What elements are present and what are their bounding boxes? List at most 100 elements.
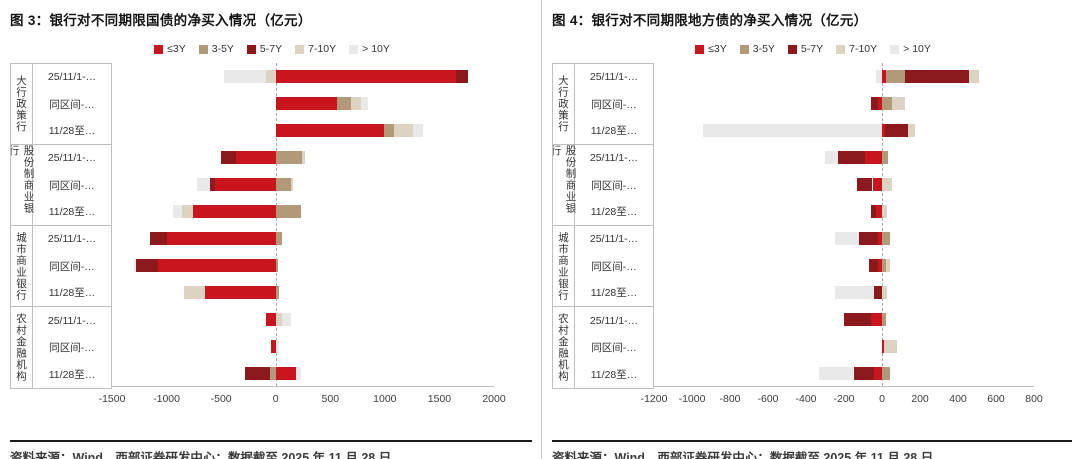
plot-area [112,63,494,387]
legend-swatch-icon [295,44,305,54]
x-tick-label: 500 [321,393,340,405]
group-block: 城市商业银行 25/11/1-… 同区间-… 11/28至… [553,226,653,307]
x-tick-label: -1200 [640,393,668,405]
legend-swatch-icon [787,44,797,54]
legend-label: ≤3Y [167,43,186,55]
legend-label: 5-7Y [259,43,283,55]
x-tick-label: -200 [833,393,855,405]
zero-baseline [275,63,277,386]
bar-segment [275,70,456,83]
bar-segment [133,259,136,272]
row-labels: 25/11/1-… 同区间-… 11/28至… [33,145,111,225]
bar-segment [882,205,887,218]
bar-segment [270,367,276,380]
group-block: 大行政策行 25/11/1-… 同区间-… 11/28至… [11,64,111,145]
legend-label: 3-5Y [752,43,775,55]
legend-item: > 10Y [890,43,931,55]
bar-segment [859,232,879,245]
bar-segment [878,259,882,272]
row-label: 25/11/1-… [589,152,639,165]
bar-segment [872,178,882,191]
group-block: 农村金融机构 25/11/1-… 同区间-… 11/28至… [11,307,111,388]
figure3-legend: ≤3Y 3-5Y 5-7Y 7-10Y > 10Y [10,42,534,56]
figure3-chart-body: 大行政策行 25/11/1-… 同区间-… 11/28至… 股份制商业银行 25/11/1… [10,63,534,389]
legend-swatch-icon [739,44,749,54]
bar-segment [221,151,237,164]
bar-segment [853,367,875,380]
row-label: 11/28至… [48,206,96,219]
bar-segment [870,205,877,218]
row-label: 11/28至… [48,287,96,300]
row-label: 25/11/1-… [47,71,97,84]
bar-segment [301,151,306,164]
bar-segment [271,340,276,353]
row-label: 同区间-… [591,342,637,354]
x-tick-label: 200 [911,393,929,405]
bar-segment [844,313,871,326]
bar-segment [290,178,294,191]
bar-segment [275,151,302,164]
bar-segment [166,232,276,245]
row-labels: 25/11/1-… 同区间-… 11/28至… [33,226,111,306]
bar-segment [882,124,885,137]
bar-segment [265,70,276,83]
bar-segment [275,313,283,326]
bar-segment [703,124,882,137]
source-note: 资料来源：Wind，西部证券研发中心；数据截至 2025 年 11 月 28 日 [552,451,934,459]
legend-label: 7-10Y [849,43,878,55]
bar-segment [210,178,215,191]
x-tick-label: 0 [272,393,279,405]
x-axis: -1200 -1000 -800 -600 -400 -200 0 200 400 600 800 [641,393,1043,409]
bar-segment [882,313,886,326]
bar-segment [197,178,211,191]
row-labels: 25/11/1-… 同区间-… 11/28至… [33,307,111,388]
row-labels: 25/11/1-… 同区间-… 11/28至… [575,64,653,144]
x-tick-label: 1500 [427,393,452,405]
bar-segment [882,232,890,245]
x-tick-label: 1000 [373,393,397,405]
legend-swatch-icon [836,44,846,54]
bar-segment [819,367,854,380]
legend-item: 7-10Y [836,43,877,55]
bar-segment [275,97,337,110]
bar-segment [874,367,882,380]
row-label: 同区间-… [49,98,95,111]
legend-item: ≤3Y [695,43,727,55]
bar-segment [878,232,882,245]
group-label: 大行政策行 [11,64,33,144]
group-label: 农村金融机构 [553,307,575,388]
group-label: 大行政策行 [553,64,575,144]
bar-segment [336,97,352,110]
x-tick-label: -1000 [153,393,180,405]
legend-swatch-icon [154,44,164,54]
legend-swatch-icon [349,44,359,54]
legend-swatch-icon [198,44,208,54]
row-label: 同区间-… [591,98,637,111]
bar-segment [192,205,276,218]
bar-segment [236,151,276,164]
bar-segment [413,124,424,137]
group-label: 城市商业银行 [553,226,575,306]
category-axis-labels: 大行政策行 25/11/1-… 同区间-… 11/28至… 股份制商业银行 25/11/1… [10,63,112,389]
footer-rule [10,440,532,442]
row-label: 25/11/1-… [589,314,639,327]
legend-swatch-icon [246,44,256,54]
bar-segment [904,70,970,83]
bar-segment [874,286,882,299]
x-tick-label: -800 [719,393,741,405]
x-tick-label: 0 [879,393,885,405]
figure3-title: 图 3：银行对不同期限国债的净买入情况（亿元） [10,13,312,28]
group-block: 大行政策行 25/11/1-… 同区间-… 11/28至… [553,64,653,145]
legend-label: 5-7Y [800,43,824,55]
bar-segment [870,97,879,110]
bar-segment [275,259,278,272]
plot-area [654,63,1034,387]
row-labels: 25/11/1-… 同区间-… 11/28至… [575,307,653,388]
bar-segment [882,259,886,272]
bar-segment [275,205,301,218]
bar-segment [868,259,879,272]
x-tick-label: 2000 [482,393,506,405]
bar-segment [870,313,882,326]
bar-segment [275,367,297,380]
